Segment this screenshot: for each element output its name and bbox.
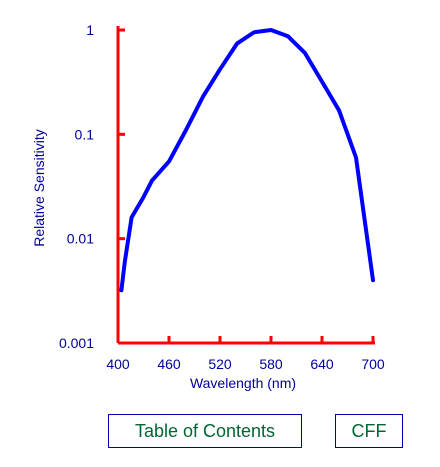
cff-button[interactable]: CFF [335, 414, 403, 448]
x-tick-label-4: 640 [310, 356, 334, 372]
y-tick-label-3: 1 [86, 22, 94, 38]
table-of-contents-button[interactable]: Table of Contents [108, 414, 302, 448]
x-tick-label-5: 700 [361, 356, 385, 372]
y-tick-label-1: 0.01 [67, 231, 94, 247]
chart-ticks [116, 28, 375, 345]
x-tick-label-1: 460 [157, 356, 181, 372]
y-tick-label-0: 0.001 [59, 335, 94, 351]
x-axis-title: Wavelength (nm) [190, 375, 296, 391]
x-tick-label-3: 580 [259, 356, 283, 372]
sensitivity-curve-0 [119, 28, 375, 293]
chart-axes [116, 26, 375, 345]
sensitivity-chart: 0.001 0.01 0.1 1 400 460 520 580 640 700 Waveleng… [31, 22, 385, 391]
y-tick-label-2: 0.1 [75, 126, 95, 142]
x-tick-label-2: 520 [208, 356, 232, 372]
chart-plot-area [119, 28, 375, 293]
x-tick-label-0: 400 [106, 356, 130, 372]
chart-tick-labels: 0.001 0.01 0.1 1 400 460 520 580 640 700 [59, 22, 385, 372]
y-axis-title: Relative Sensitivity [31, 129, 47, 247]
